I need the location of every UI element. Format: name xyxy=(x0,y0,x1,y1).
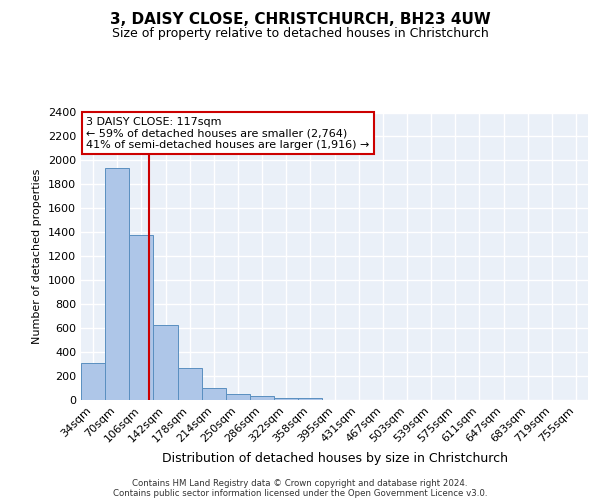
Text: Contains public sector information licensed under the Open Government Licence v3: Contains public sector information licen… xyxy=(113,488,487,498)
Bar xyxy=(129,234,154,400)
Y-axis label: Number of detached properties: Number of detached properties xyxy=(32,168,43,344)
Bar xyxy=(202,388,226,400)
Bar xyxy=(298,398,322,400)
Text: 3 DAISY CLOSE: 117sqm
← 59% of detached houses are smaller (2,764)
41% of semi-d: 3 DAISY CLOSE: 117sqm ← 59% of detached … xyxy=(86,117,370,150)
Bar xyxy=(274,398,298,400)
Text: Size of property relative to detached houses in Christchurch: Size of property relative to detached ho… xyxy=(112,28,488,40)
X-axis label: Distribution of detached houses by size in Christchurch: Distribution of detached houses by size … xyxy=(161,452,508,465)
Bar xyxy=(178,368,202,400)
Bar xyxy=(154,324,178,400)
Bar xyxy=(226,394,250,400)
Text: 3, DAISY CLOSE, CHRISTCHURCH, BH23 4UW: 3, DAISY CLOSE, CHRISTCHURCH, BH23 4UW xyxy=(110,12,490,28)
Text: Contains HM Land Registry data © Crown copyright and database right 2024.: Contains HM Land Registry data © Crown c… xyxy=(132,478,468,488)
Bar xyxy=(81,363,105,400)
Bar xyxy=(105,168,129,400)
Bar xyxy=(250,396,274,400)
